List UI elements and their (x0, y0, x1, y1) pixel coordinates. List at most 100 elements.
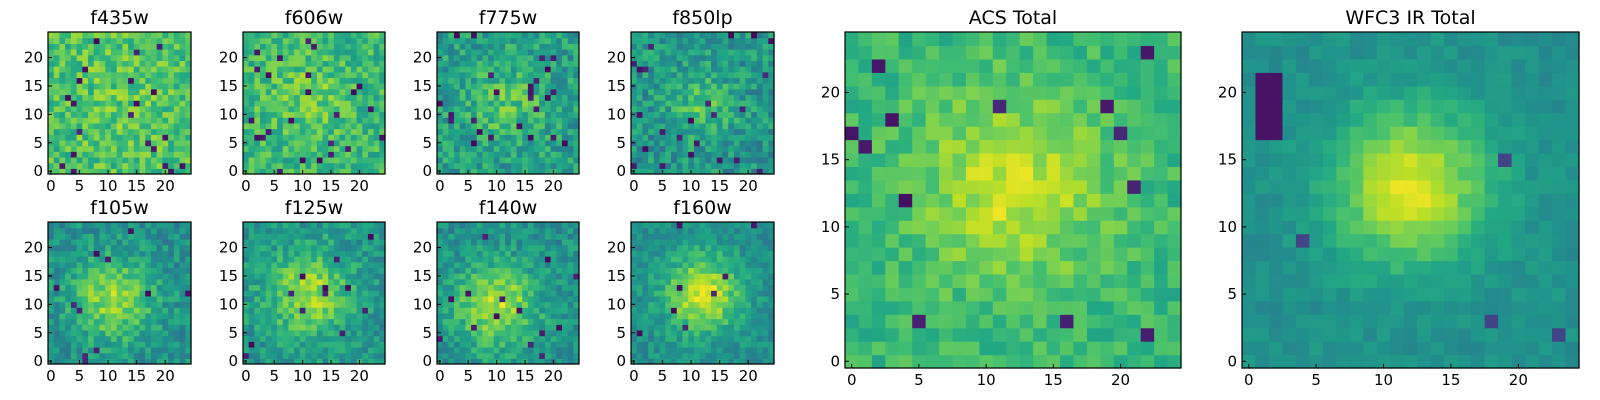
heatmap-cell (299, 295, 307, 303)
heatmap-cell (533, 301, 540, 308)
axes-frame (47, 221, 192, 365)
heatmap-cell (133, 60, 141, 67)
heatmap-cell (711, 301, 718, 308)
heatmap-cell (311, 346, 318, 354)
heatmap-cell (299, 100, 307, 107)
heatmap-cell (516, 341, 523, 348)
heatmap-cell (99, 346, 106, 354)
heatmap-cell (379, 54, 386, 61)
heatmap-cell (373, 83, 380, 90)
heatmap-cell (476, 233, 484, 240)
heatmap-cell (756, 117, 764, 124)
heatmap-cell (322, 239, 329, 246)
y-tick-label: 10 (413, 295, 432, 313)
heatmap-cell (168, 139, 175, 147)
heatmap-cell (459, 54, 466, 61)
heatmap-cell (711, 60, 718, 67)
heatmap-cell (260, 66, 267, 73)
heatmap-cell (254, 307, 261, 314)
heatmap-cell (373, 66, 380, 73)
heatmap-cell (745, 60, 752, 67)
heatmap-cell (648, 77, 655, 84)
heatmap-cell (454, 88, 461, 96)
heatmap-cell (459, 122, 466, 130)
heatmap-cell (110, 162, 118, 169)
heatmap-cell (150, 318, 158, 325)
heatmap-cell (288, 267, 295, 274)
heatmap-cell (567, 54, 574, 61)
heatmap-cell (493, 117, 501, 124)
heatmap-cell (254, 284, 261, 291)
heatmap-cell (642, 329, 649, 337)
y-tick-label: 20 (24, 49, 43, 67)
heatmap-cell (367, 312, 375, 320)
heatmap-cell (522, 244, 529, 251)
heatmap-cell (653, 151, 661, 158)
heatmap-cell (642, 358, 649, 365)
heatmap-cell (254, 341, 261, 348)
heatmap-cell (642, 66, 649, 73)
heatmap-cell (133, 43, 141, 50)
heatmap-cell (671, 151, 678, 158)
heatmap-cell (665, 290, 672, 297)
heatmap-cell (254, 222, 261, 229)
heatmap-cell (642, 134, 649, 141)
heatmap-cell (179, 267, 186, 274)
heatmap-cell (459, 307, 466, 314)
heatmap-cell (76, 60, 83, 67)
heatmap-cell (53, 284, 61, 291)
heatmap-cell (659, 278, 666, 286)
heatmap-cell (476, 329, 484, 337)
heatmap-cell (527, 139, 535, 147)
heatmap-cell (356, 139, 363, 147)
heatmap-cell (65, 261, 72, 269)
heatmap-cell (150, 66, 158, 73)
x-tick-label: 20 (739, 177, 758, 195)
heatmap-cell (642, 128, 649, 135)
heatmap-cell (442, 267, 449, 274)
heatmap-cell (122, 105, 129, 113)
heatmap-cell (59, 128, 66, 135)
heatmap-cell (567, 134, 574, 141)
heatmap-cell (333, 122, 341, 130)
heatmap-cell (567, 358, 574, 365)
heatmap-cell (510, 222, 518, 229)
heatmap-cell (567, 290, 574, 297)
heatmap-cell (345, 54, 352, 61)
heatmap-cell (282, 43, 290, 50)
heatmap-pixels (48, 32, 192, 175)
heatmap-cell (288, 307, 295, 314)
heatmap-cell (110, 301, 118, 308)
heatmap-cell (659, 156, 666, 164)
heatmap-cell (648, 278, 655, 286)
heatmap-cell (505, 222, 512, 229)
heatmap-cell (693, 145, 701, 152)
heatmap-cell (459, 43, 466, 50)
heatmap-cell (311, 83, 318, 90)
heatmap-cell (156, 290, 163, 297)
heatmap-cell (659, 139, 666, 147)
heatmap-cell (636, 145, 644, 152)
heatmap-cell (488, 295, 495, 303)
heatmap-cell (454, 273, 461, 280)
heatmap-cell (471, 54, 478, 61)
heatmap-cell (299, 312, 307, 320)
heatmap-cell (65, 324, 72, 331)
heatmap-cell (716, 267, 724, 274)
heatmap-cell (162, 301, 169, 308)
heatmap-cell (522, 122, 529, 130)
x-tick-label: 10 (293, 177, 312, 195)
heatmap-cell (636, 256, 644, 263)
heatmap-cell (322, 278, 329, 286)
heatmap-cell (48, 122, 55, 130)
heatmap-cell (671, 117, 678, 124)
heatmap-cell (322, 324, 329, 331)
heatmap-cell (248, 43, 255, 50)
heatmap-cell (556, 335, 563, 342)
heatmap-cell (345, 341, 352, 348)
heatmap-cell (254, 77, 261, 84)
heatmap-cell (505, 162, 512, 169)
heatmap-cell (527, 37, 535, 44)
heatmap-cell (173, 312, 181, 320)
heatmap-cell (379, 233, 386, 240)
